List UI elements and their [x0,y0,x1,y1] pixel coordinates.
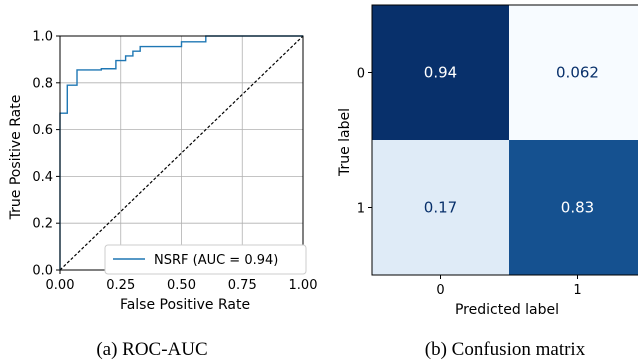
cm-y-tick-label: 0 [357,67,365,82]
cm-y-tick-label: 1 [357,202,365,217]
cm-cells: 0.94 0.062 0.17 0.83 [371,4,638,276]
cm-cell-value: 0.17 [424,199,457,217]
cm-cell-value: 0.94 [424,64,457,82]
roc-y-tick-label: 0.4 [32,170,53,185]
roc-y-tick-label: 0.6 [32,123,53,138]
roc-tick-labels: 0.00 0.25 0.50 0.75 1.00 0.0 0.2 0.4 0.6 0.8 1.0 [32,30,317,294]
roc-y-tick-label: 1.0 [32,30,53,45]
roc-x-tick-label: 1.00 [289,278,318,293]
roc-y-tick-label: 0.8 [32,76,53,91]
roc-chance-line [59,35,304,271]
cm-caption: (b) Confusion matrix [425,339,586,360]
cm-x-tick-label: 0 [436,283,444,298]
cm-cell [509,5,638,140]
roc-y-tick-label: 0.2 [32,217,53,232]
cm-tick-labels: 0 1 0 1 [357,67,582,299]
cm-cell [372,5,509,140]
roc-curve [59,35,303,270]
roc-x-tick-label: 0.00 [46,278,75,293]
cm-cell-value: 0.83 [561,199,594,217]
roc-x-tick-label: 0.25 [106,278,135,293]
roc-caption: (a) ROC-AUC [96,339,207,360]
roc-y-axis-label: True Positive Rate [8,95,24,221]
cm-cell-value: 0.062 [556,64,599,82]
roc-y-tick-label: 0.0 [32,264,53,279]
cm-x-tick-label: 1 [573,283,581,298]
confusion-matrix-chart: 0.94 0.062 0.17 0.83 0 1 0 1 Predicted label T… [337,4,638,360]
roc-legend: NSRF (AUC = 0.94) [104,244,307,275]
cm-y-axis-label: True label [337,108,353,177]
roc-x-tick-label: 0.50 [167,278,196,293]
roc-legend-label: NSRF (AUC = 0.94) [154,253,278,268]
roc-chart: 0.00 0.25 0.50 0.75 1.00 0.0 0.2 0.4 0.6 0.8 1.0 N… [8,30,317,361]
cm-cell [509,140,638,275]
roc-x-tick-label: 0.75 [228,278,257,293]
cm-frame [371,4,638,276]
roc-legend-box [104,244,307,275]
roc-x-axis-label: False Positive Rate [120,297,250,313]
cm-cell [372,140,509,275]
cm-x-axis-label: Predicted label [455,302,559,318]
